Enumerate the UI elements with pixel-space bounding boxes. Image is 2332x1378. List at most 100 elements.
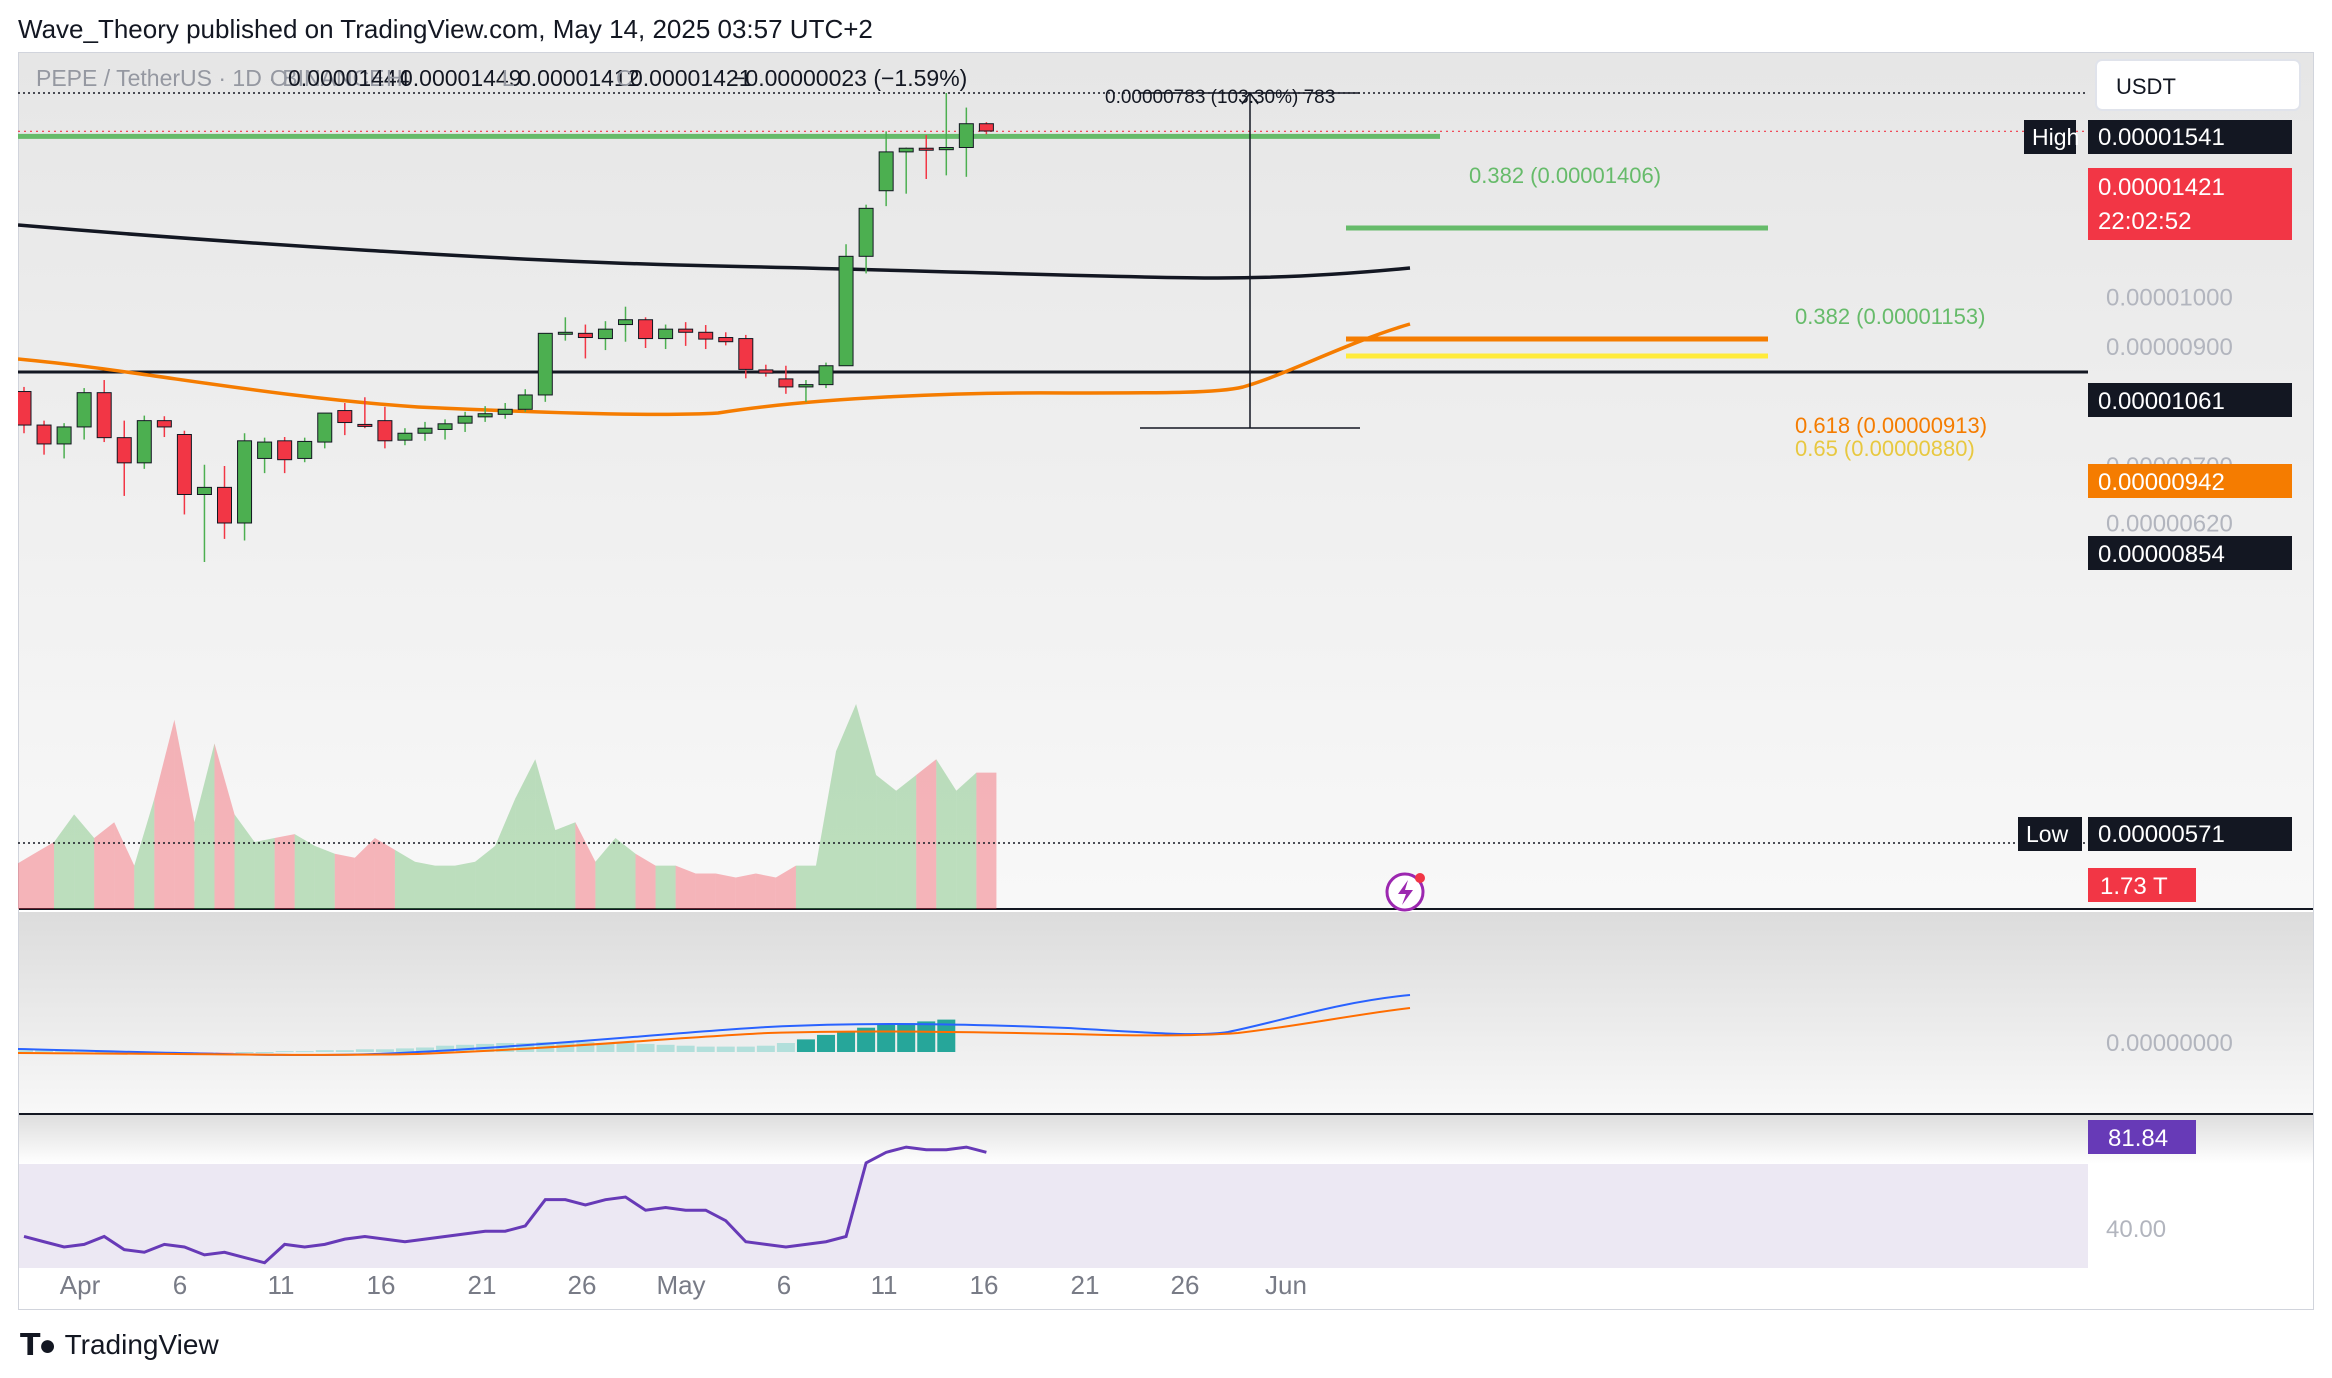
candle-body <box>76 392 92 428</box>
macd-histogram-bar <box>235 1052 254 1053</box>
ma200-tag: 0.00001061 <box>2088 383 2292 417</box>
lightning-icon[interactable] <box>1385 872 1425 912</box>
volume-segment <box>414 861 436 909</box>
candle-body <box>638 319 654 340</box>
candle-body <box>196 486 212 495</box>
candle-body <box>557 331 573 335</box>
volume-segment <box>314 845 335 909</box>
macd-histogram-bar <box>436 1045 455 1052</box>
candle-body <box>457 415 473 424</box>
candle-body <box>838 255 854 367</box>
fib-label-618: 0.618 (0.00000913) <box>1795 413 1987 438</box>
volume-segment <box>595 838 616 909</box>
volume-segment <box>475 845 496 909</box>
macd-histogram-bar <box>776 1043 795 1052</box>
svg-text:0.00001421: 0.00001421 <box>2098 174 2225 201</box>
volume-segment <box>715 873 736 909</box>
y-axis-tick: 0.00000900 <box>2106 334 2233 361</box>
macd-histogram-bar <box>395 1048 414 1052</box>
macd-indicator <box>18 994 1411 1057</box>
candle-body <box>56 426 72 445</box>
volume-segment <box>134 798 155 909</box>
volume-segment <box>936 759 957 909</box>
volume-segment <box>194 743 215 909</box>
last-price-tag: 0.00001421 22:02:52 <box>2088 168 2292 240</box>
macd-histogram-bar <box>95 1052 114 1053</box>
macd-histogram-bar <box>355 1049 374 1052</box>
tradingview-logo-icon: 𝗧● <box>20 1328 57 1362</box>
volume-segment <box>755 873 776 909</box>
volume-segment <box>655 865 676 909</box>
macd-histogram-bar <box>576 1042 595 1052</box>
currency-label: USDT <box>2116 74 2176 99</box>
volume-segment <box>896 774 917 909</box>
macd-axis-label: 0.00000000 <box>2106 1030 2233 1057</box>
svg-text:High: High <box>2032 124 2079 150</box>
volume-segment <box>114 822 135 909</box>
volume-segment <box>735 873 756 909</box>
candle-body <box>698 331 714 340</box>
candle-body <box>156 420 172 428</box>
svg-text:0.00000854: 0.00000854 <box>2098 541 2225 568</box>
candle-body <box>537 332 553 396</box>
macd-histogram-bar <box>716 1046 735 1052</box>
volume-segment <box>635 853 656 909</box>
measure-label: 0.00000783 (103.30%) 783 <box>1105 87 1335 108</box>
candle-body <box>217 486 232 524</box>
x-axis-tick: 11 <box>268 1270 295 1300</box>
ma50-line <box>18 322 1411 417</box>
volume-segment <box>354 838 375 909</box>
candle-body <box>417 427 433 434</box>
ma50-tag: 0.00000942 <box>2088 464 2292 498</box>
volume-segment <box>274 834 295 909</box>
volume-tag: 1.73 T <box>2088 868 2196 902</box>
macd-histogram-bar <box>315 1050 334 1052</box>
candle-body <box>918 147 934 151</box>
candle-body <box>938 146 954 151</box>
rsi-pane-top <box>18 1114 2314 1164</box>
high-value: 0.00001449 <box>400 65 522 91</box>
macd-histogram-bar <box>857 1027 876 1052</box>
candle-body <box>818 365 834 386</box>
rsi-line <box>23 1145 987 1265</box>
close-label: C <box>616 65 633 91</box>
currency-button[interactable]: USDT <box>2095 59 2301 111</box>
bar-countdown: 22:02:52 <box>2098 208 2191 235</box>
volume-segment <box>94 822 115 909</box>
candle-body <box>18 391 32 426</box>
fib-label-382: 0.382 (0.00001153) <box>1795 304 1985 329</box>
macd-histogram-bar <box>35 1050 54 1052</box>
macd-histogram-bar <box>817 1034 835 1052</box>
low-value: 0.00001412 <box>518 65 640 91</box>
x-axis-tick: 26 <box>568 1270 597 1300</box>
candle-body <box>96 392 112 439</box>
macd-histogram-bar <box>656 1044 675 1052</box>
rsi-band <box>18 1164 2088 1268</box>
candle-body <box>718 337 734 343</box>
symbol-legend: PEPE / TetherUS · 1D · BINANCE O 0.00001… <box>36 65 967 91</box>
macd-histogram-bar <box>897 1023 916 1052</box>
candle-body <box>778 378 794 388</box>
macd-histogram-bar <box>676 1045 695 1052</box>
volume-segment <box>374 838 395 909</box>
candle-body <box>878 151 894 192</box>
macd-histogram-bar <box>18 1050 33 1052</box>
macd-histogram-bar <box>696 1046 715 1052</box>
volume-segment <box>535 759 556 909</box>
macd-histogram-bar <box>516 1043 535 1052</box>
candle-body <box>658 328 674 340</box>
volume-segment <box>876 774 897 909</box>
candle-body <box>337 410 353 424</box>
volume-segment <box>856 704 877 909</box>
symbol-title: PEPE / TetherUS · 1D · BINANCE <box>36 65 385 91</box>
open-label: O <box>270 65 288 91</box>
candle-body <box>357 423 373 427</box>
macd-histogram-bar <box>616 1043 635 1052</box>
volume-segment <box>394 849 415 909</box>
volume-segment <box>455 861 476 909</box>
candle-body <box>497 408 513 415</box>
macd-histogram-bar <box>255 1052 274 1053</box>
macd-histogram-bar <box>275 1051 294 1053</box>
tradingview-footer[interactable]: 𝗧● TradingView <box>20 1328 219 1362</box>
